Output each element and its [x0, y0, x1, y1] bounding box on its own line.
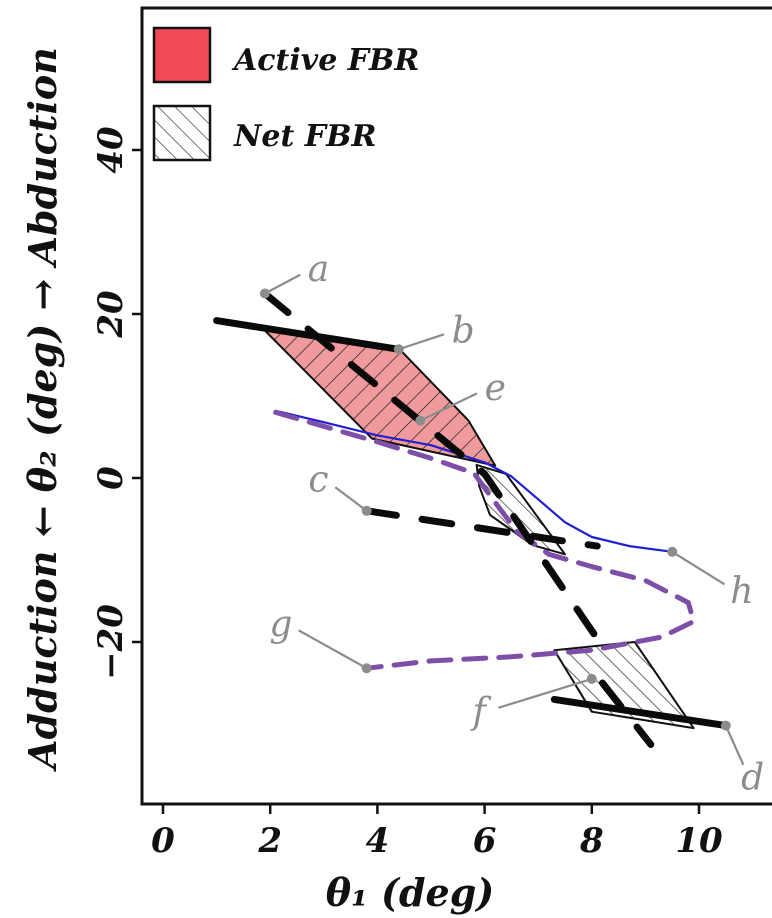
y-tick-label-2: 20: [91, 290, 131, 339]
segments-layer: [213, 290, 730, 748]
x-tick-label-3: 6: [473, 821, 497, 861]
leader-line-h: [671, 550, 726, 586]
series-line-0: [274, 409, 674, 553]
leader-line-c: [334, 486, 368, 512]
point-marker-c: [361, 505, 372, 516]
segment-solid-0: [213, 317, 403, 353]
legend-label-active: Active FBR: [231, 43, 419, 78]
point-label-a: a: [308, 249, 329, 290]
x-tick-label-2: 4: [366, 821, 390, 861]
segment-solid-4: [550, 695, 730, 730]
leader-line-f: [498, 677, 593, 709]
y-tick-label-0: −20: [91, 604, 131, 680]
point-label-f: f: [470, 692, 492, 733]
leader-line-d: [724, 725, 745, 766]
legend-swatch-active: [152, 26, 212, 84]
segment-dashed-1: [261, 290, 612, 658]
point-label-e: e: [485, 368, 506, 409]
point-marker-g: [361, 663, 372, 674]
leader-line-a: [264, 273, 301, 295]
legend-label-net: Net FBR: [233, 119, 376, 154]
legend: Active FBR Net FBR: [152, 26, 419, 162]
x-tick-label-5: 10: [675, 821, 723, 861]
point-marker-d: [720, 720, 731, 731]
leader-line-b: [398, 333, 445, 351]
x-tick-label-4: 8: [579, 821, 604, 861]
y-tick-label-1: 0: [91, 466, 131, 490]
point-label-g: g: [269, 604, 292, 645]
series-layer: [273, 409, 697, 671]
leader-line-e: [419, 392, 478, 422]
x-tick-label-1: 2: [257, 821, 282, 861]
leader-line-g: [298, 629, 368, 670]
ticks-layer: 0 2 4 6 8 10 −20 0 20 40: [91, 126, 723, 861]
point-label-h: h: [730, 571, 753, 612]
point-marker-e: [415, 415, 426, 426]
point-label-c: c: [308, 460, 328, 501]
point-label-d: d: [741, 757, 764, 798]
legend-swatch-net: [152, 104, 212, 162]
point-marker-a: [259, 288, 270, 299]
y-axis-title: Adduction ← θ₂ (deg) → Abduction: [20, 47, 65, 772]
point-marker-b: [393, 344, 404, 355]
point-marker-f: [586, 673, 597, 684]
plot-frame: [140, 6, 772, 806]
segment-dashed-2: [363, 507, 601, 550]
x-axis-title: θ₁ (deg): [326, 870, 495, 915]
series-line-1: [273, 409, 697, 671]
x-tick-label-0: 0: [151, 821, 175, 861]
point-label-b: b: [452, 310, 475, 351]
point-marker-h: [667, 546, 678, 557]
segment-dashed-3: [599, 679, 655, 748]
y-tick-label-3: 40: [91, 126, 131, 174]
